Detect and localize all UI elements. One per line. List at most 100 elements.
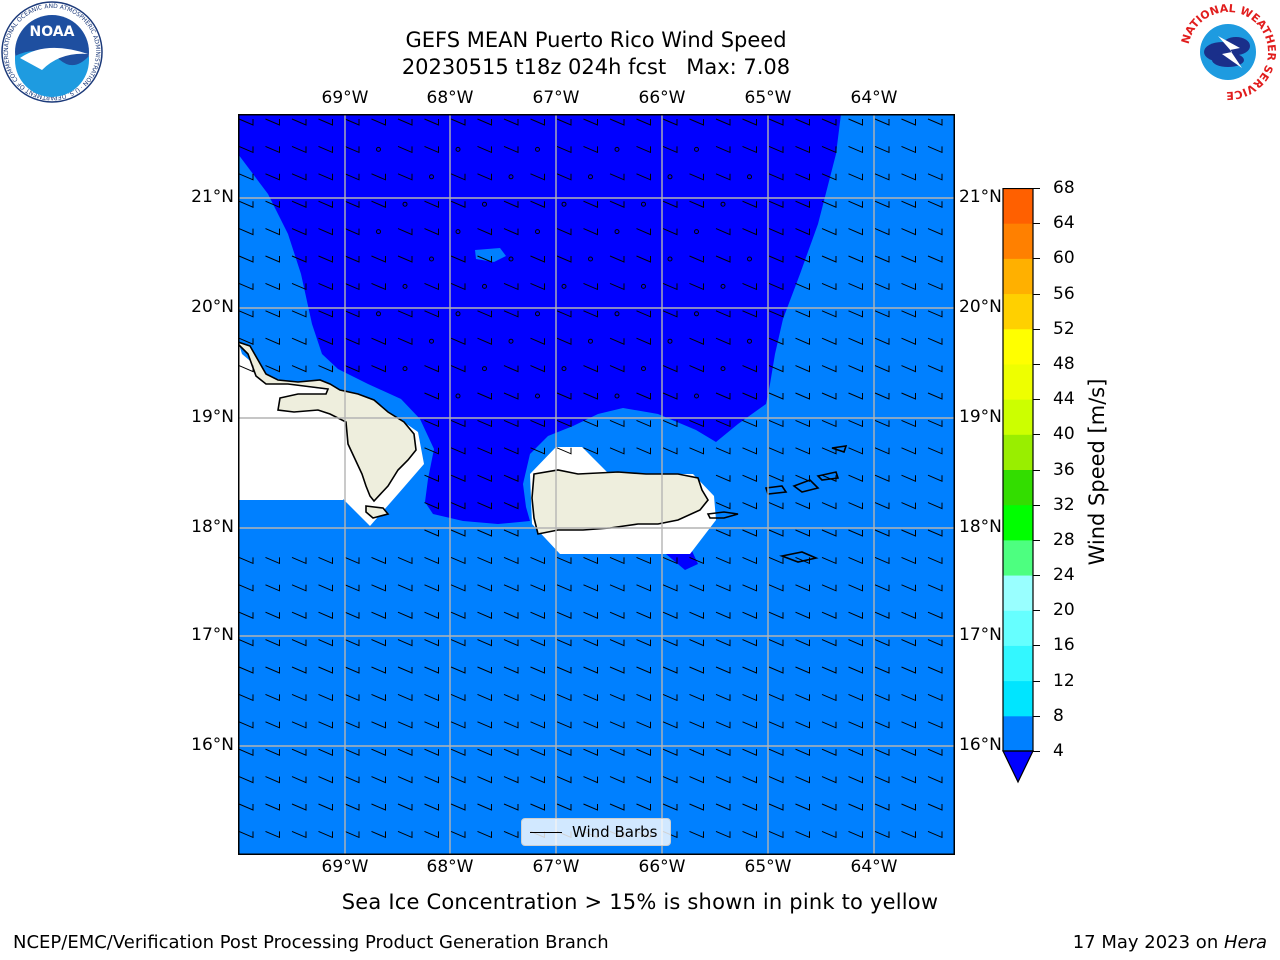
wind-barb bbox=[344, 666, 360, 674]
calm-marker bbox=[561, 366, 567, 372]
wind-barb bbox=[397, 693, 413, 702]
wind-barb bbox=[265, 228, 280, 236]
wind-barb bbox=[715, 830, 731, 839]
wind-barb bbox=[318, 200, 333, 208]
wind-barb bbox=[371, 584, 386, 592]
wind-barb bbox=[821, 830, 837, 839]
wind-barb bbox=[927, 639, 943, 647]
wind-barb bbox=[450, 721, 466, 729]
wind-barb bbox=[901, 200, 916, 208]
colorbar-band bbox=[1003, 715, 1033, 752]
wind-barb bbox=[742, 365, 757, 373]
wind-barb bbox=[556, 693, 572, 702]
wind-barb bbox=[450, 255, 466, 263]
colorbar bbox=[1002, 187, 1036, 788]
wind-barb bbox=[768, 502, 784, 510]
wind-barb bbox=[450, 584, 466, 592]
wind-barb bbox=[742, 556, 757, 565]
wind-barb bbox=[556, 310, 572, 318]
wind-barb bbox=[848, 556, 863, 565]
wind-barb bbox=[371, 666, 386, 674]
wind-barb bbox=[795, 556, 810, 565]
wind-barb bbox=[848, 228, 863, 236]
calm-marker bbox=[482, 366, 487, 372]
wind-barb bbox=[583, 556, 598, 565]
legend-label: Wind Barbs bbox=[572, 823, 658, 841]
wind-barb bbox=[742, 639, 757, 647]
lon-tick-bottom: 69°W bbox=[321, 857, 369, 877]
wind-barb bbox=[503, 310, 519, 318]
wind-barb bbox=[874, 392, 890, 400]
calm-marker bbox=[508, 256, 514, 262]
wind-barb bbox=[344, 200, 360, 208]
wind-speed-map bbox=[237, 114, 955, 855]
land-puerto-rico bbox=[531, 469, 709, 535]
wind-barb bbox=[901, 693, 916, 702]
colorbar-band bbox=[1003, 399, 1033, 435]
wind-barb bbox=[265, 721, 280, 729]
wind-barb bbox=[768, 392, 784, 400]
wind-barb bbox=[424, 365, 439, 373]
colorbar-tick-mark bbox=[1033, 610, 1040, 612]
colorbar-band bbox=[1003, 575, 1033, 611]
calm-marker bbox=[588, 256, 593, 262]
wind-barb bbox=[795, 337, 810, 345]
wind-barb bbox=[874, 803, 890, 811]
colorbar-tick-label: 8 bbox=[1053, 705, 1064, 726]
wind-barb bbox=[503, 502, 519, 510]
calm-marker bbox=[720, 201, 726, 207]
colorbar-tick-mark bbox=[1033, 328, 1040, 330]
wind-barb bbox=[609, 365, 625, 373]
chart-subtitle: 20230515 t18z 024h fcst Max: 7.08 bbox=[401, 55, 791, 79]
wind-barb bbox=[689, 200, 704, 208]
calm-marker bbox=[535, 393, 540, 399]
wind-barb bbox=[371, 748, 386, 756]
wind-barb bbox=[821, 365, 837, 373]
wind-barb bbox=[397, 611, 413, 619]
wind-barb bbox=[477, 337, 492, 345]
wind-barb bbox=[609, 721, 625, 729]
lat-tick-right: 17°N bbox=[959, 625, 1002, 645]
wind-barb bbox=[795, 282, 810, 291]
calm-marker bbox=[667, 256, 673, 262]
wind-barb bbox=[371, 830, 386, 839]
wind-barb bbox=[821, 639, 837, 647]
wind-barb bbox=[238, 639, 254, 647]
wind-barb bbox=[424, 639, 439, 647]
lat-tick-left: 19°N bbox=[191, 407, 234, 427]
wind-barb bbox=[901, 419, 916, 428]
wind-barb bbox=[874, 721, 890, 729]
wind-barb bbox=[583, 419, 598, 428]
wind-barb bbox=[768, 721, 784, 729]
wind-barb bbox=[530, 639, 545, 647]
wind-barb bbox=[768, 529, 784, 537]
lon-tick-bottom: 65°W bbox=[744, 857, 792, 877]
wind-barb bbox=[795, 365, 810, 373]
wind-barb bbox=[583, 282, 598, 291]
colorbar-band bbox=[1003, 188, 1033, 224]
wind-barb bbox=[583, 584, 598, 592]
wind-barb bbox=[874, 693, 890, 702]
wind-barb bbox=[874, 173, 890, 181]
wind-barb bbox=[636, 392, 651, 400]
wind-barb bbox=[530, 365, 545, 373]
wind-barb bbox=[848, 502, 863, 510]
wind-barb bbox=[689, 830, 704, 839]
wind-barb bbox=[715, 693, 731, 702]
wind-barb bbox=[477, 310, 492, 318]
wind-barb bbox=[583, 803, 598, 811]
wind-barb bbox=[742, 447, 757, 455]
wind-barb bbox=[265, 310, 280, 318]
wind-barb bbox=[530, 447, 545, 455]
wind-barb bbox=[397, 228, 413, 236]
wind-barb bbox=[662, 282, 678, 291]
wind-barb bbox=[848, 310, 863, 318]
wind-barb bbox=[901, 365, 916, 373]
wind-barb bbox=[662, 118, 678, 126]
wind-barb bbox=[344, 145, 360, 154]
wind-barb bbox=[318, 693, 333, 702]
wind-barb bbox=[662, 228, 678, 236]
wind-barb bbox=[530, 556, 545, 565]
wind-barb bbox=[662, 748, 678, 756]
wind-barb bbox=[477, 639, 492, 647]
